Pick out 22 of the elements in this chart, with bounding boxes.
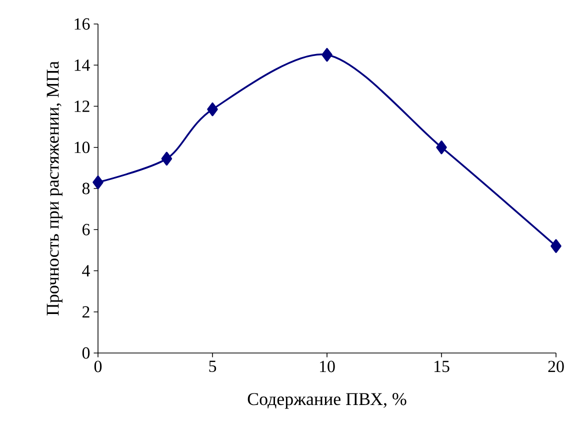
x-tick-label: 20 [548, 360, 564, 372]
point [207, 102, 218, 116]
y-tick-label: 4 [82, 265, 90, 276]
y-tick-label: 2 [82, 306, 90, 318]
y-tick-label: 14 [74, 60, 90, 71]
y-tick-label: 16 [74, 18, 90, 30]
x-axis-title: Содержание ПВХ, % [248, 393, 406, 409]
y-tick-label: 10 [74, 142, 90, 154]
point [161, 152, 172, 166]
x-tick-label: 0 [94, 360, 102, 372]
y-tick-label: 12 [74, 100, 90, 112]
y-axis-title: Прочность при растяжении, МПа [46, 61, 62, 316]
y-tick-label: 0 [82, 347, 90, 359]
x-tick-label: 10 [320, 360, 335, 372]
point [550, 239, 562, 253]
point [92, 175, 104, 190]
x-tick-label: 5 [209, 360, 216, 372]
y-tick-label: 6 [82, 224, 90, 236]
y-tick-label: 8 [82, 182, 90, 194]
point [322, 48, 332, 62]
x-tick-label: 15 [434, 360, 450, 372]
point [436, 140, 447, 154]
